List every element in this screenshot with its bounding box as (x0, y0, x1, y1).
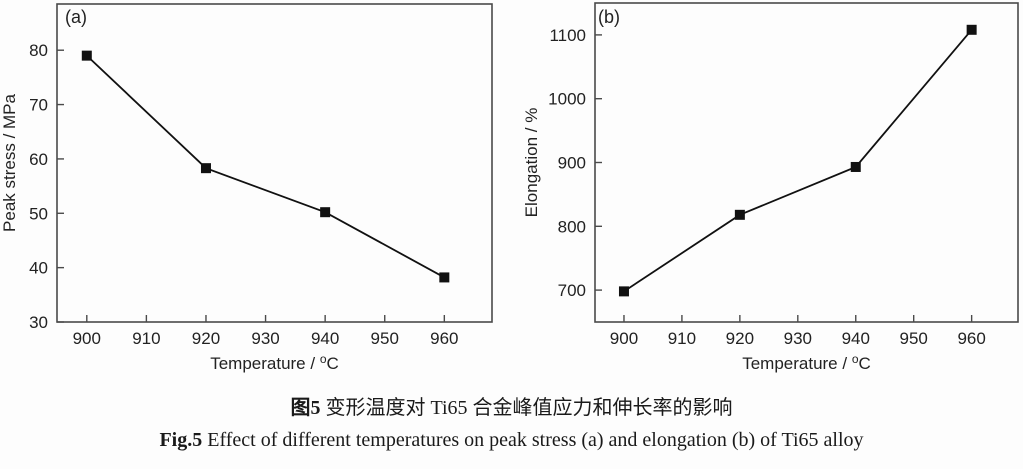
caption-en-number: Fig.5 (159, 429, 203, 451)
x-tick-label: 920 (726, 329, 754, 348)
elongation-line-chart: 900 910 920 930 940 950 960 700 800 900 1000 1100 Te… (522, 2, 1019, 373)
x-tick-label: 900 (73, 329, 101, 348)
y-tick-label: 900 (558, 154, 586, 173)
y-tick-label: 30 (29, 313, 48, 332)
x-tick-label: 930 (784, 329, 812, 348)
data-line (86, 54, 445, 279)
x-tick-label: 940 (311, 329, 339, 348)
caption-zh-text: 变形温度对 Ti65 合金峰值应力和伸长率的影响 (320, 397, 733, 419)
data-point-marker (200, 163, 211, 174)
chart-panel-b-elongation: 900 910 920 930 940 950 960 700 800 900 1000 1100 Te… (512, 0, 1023, 390)
x-tick-label: 910 (668, 329, 696, 348)
caption-en-text: Effect of different temperatures on peak… (202, 429, 864, 451)
x-tick-label: 960 (430, 329, 458, 348)
x-tick-label: 930 (251, 329, 279, 348)
y-tick-label: 700 (558, 281, 586, 300)
charts-row: 900 910 920 930 940 950 960 30 40 50 60 70 80 Tempera… (0, 0, 1023, 390)
data-point-marker (850, 161, 861, 172)
caption-english: Fig.5 Effect of different temperatures o… (0, 424, 1023, 456)
y-tick-label: 50 (29, 204, 48, 223)
x-tick-label: 920 (192, 329, 220, 348)
y-axis-label: Peak stress / MPa (0, 93, 19, 231)
y-tick-label: 40 (29, 259, 48, 278)
x-tick-label: 950 (371, 329, 399, 348)
data-line (623, 29, 973, 293)
figure-caption: 图5 变形温度对 Ti65 合金峰值应力和伸长率的影响 Fig.5 Effect… (0, 392, 1023, 456)
caption-zh-number: 图5 (290, 397, 321, 419)
data-point-marker (734, 209, 745, 220)
y-tick-label: 60 (29, 150, 48, 169)
y-tick-label: 70 (29, 96, 48, 115)
y-axis-label: Elongation / % (522, 108, 541, 218)
peak-stress-line-chart: 900 910 920 930 940 950 960 30 40 50 60 70 80 Tempera… (0, 3, 493, 373)
panel-label: (a) (65, 7, 87, 27)
y-tick-label: 1100 (549, 26, 586, 45)
x-tick-label: 910 (132, 329, 160, 348)
data-point-marker (439, 272, 450, 283)
x-tick-label: 960 (957, 329, 985, 348)
data-point-marker (618, 286, 629, 297)
x-tick-label: 940 (842, 329, 870, 348)
data-point-marker (320, 207, 331, 218)
y-tick-label: 1000 (548, 90, 586, 109)
x-tick-label: 900 (610, 329, 638, 348)
panel-label: (b) (598, 7, 620, 27)
x-axis-label: Temperature / oC (742, 352, 871, 373)
caption-chinese: 图5 变形温度对 Ti65 合金峰值应力和伸长率的影响 (0, 392, 1023, 424)
plot-frame (56, 3, 493, 323)
chart-panel-a-peak-stress: 900 910 920 930 940 950 960 30 40 50 60 70 80 Tempera… (0, 0, 512, 390)
y-tick-label: 800 (558, 217, 586, 236)
data-point-marker (81, 50, 92, 61)
x-tick-label: 950 (900, 329, 928, 348)
x-axis-label: Temperature / oC (210, 352, 339, 373)
data-point-marker (966, 24, 977, 35)
y-tick-label: 80 (29, 41, 48, 60)
